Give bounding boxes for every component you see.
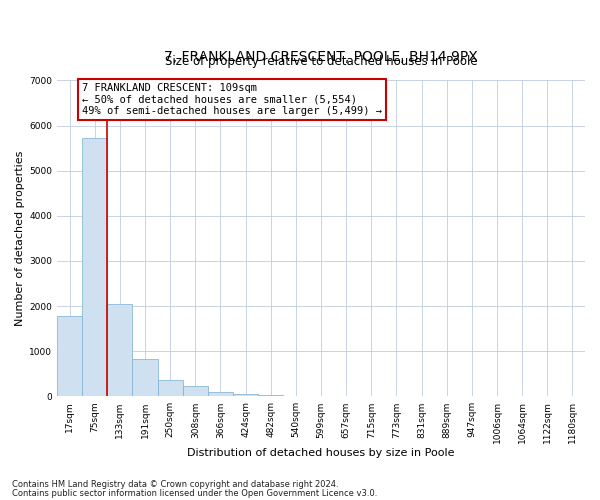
Y-axis label: Number of detached properties: Number of detached properties <box>15 150 25 326</box>
Bar <box>208 392 233 396</box>
Bar <box>82 138 107 396</box>
Bar <box>57 316 82 396</box>
Bar <box>258 395 283 396</box>
Bar <box>183 386 208 396</box>
Bar <box>233 394 258 396</box>
Bar <box>158 380 183 396</box>
Text: Contains public sector information licensed under the Open Government Licence v3: Contains public sector information licen… <box>12 489 377 498</box>
Text: Contains HM Land Registry data © Crown copyright and database right 2024.: Contains HM Land Registry data © Crown c… <box>12 480 338 489</box>
Bar <box>107 304 133 396</box>
X-axis label: Distribution of detached houses by size in Poole: Distribution of detached houses by size … <box>187 448 455 458</box>
Text: 7 FRANKLAND CRESCENT: 109sqm
← 50% of detached houses are smaller (5,554)
49% of: 7 FRANKLAND CRESCENT: 109sqm ← 50% of de… <box>82 82 382 116</box>
Bar <box>133 359 158 397</box>
Title: 7, FRANKLAND CRESCENT, POOLE, BH14 9PX: 7, FRANKLAND CRESCENT, POOLE, BH14 9PX <box>164 50 478 64</box>
Text: Size of property relative to detached houses in Poole: Size of property relative to detached ho… <box>165 55 478 68</box>
